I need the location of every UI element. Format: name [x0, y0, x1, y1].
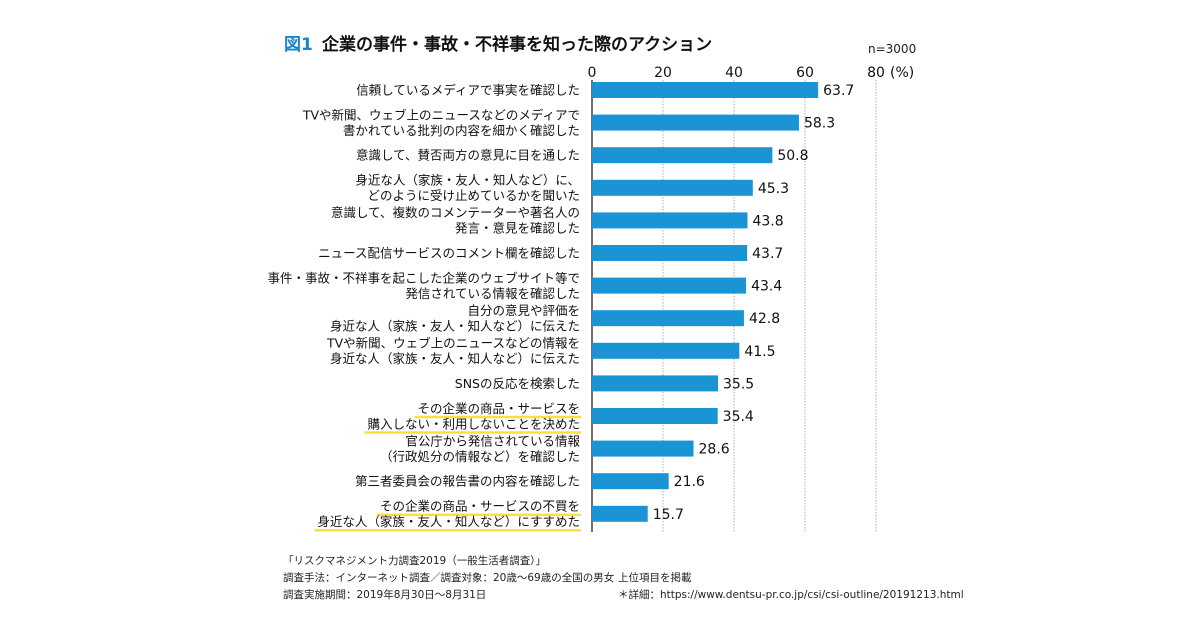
value-label-6: 43.7	[752, 246, 783, 262]
bars	[592, 82, 819, 522]
bar-4	[592, 179, 753, 196]
x-tick-label-0: 0	[588, 65, 597, 81]
category-label-12-2: （行政処分の情報など）を確認した	[380, 449, 580, 464]
value-label-13: 21.6	[674, 474, 705, 490]
labels: 0 20 40 60 80 63.7 信頼しているメディアで事実を確認した 58.3 TVや新聞…	[267, 65, 884, 529]
highlight-underline-11-1	[414, 415, 581, 419]
footer-period: 調査実施期間：2019年8月30日〜8月31日	[283, 589, 487, 601]
category-label-9-2: 身近な人（家族・友人・知人など）に伝えた	[330, 351, 580, 366]
category-label-11-1: その企業の商品・サービスを	[417, 401, 580, 416]
bar-2	[592, 114, 799, 131]
value-label-10: 35.5	[723, 376, 754, 392]
category-label-12-1: 官公庁から発信されている情報	[405, 433, 580, 448]
category-label-14-1: その企業の商品・サービスの不買を	[380, 499, 580, 514]
value-label-7: 43.4	[751, 279, 782, 295]
category-label-7-1: 事件・事故・不祥事を起こした企業のウェブサイト等で	[267, 270, 580, 285]
footer-note: 上位項目を掲載	[618, 572, 692, 584]
category-label-3-1: 意識して、賛否両方の意見に目を通した	[356, 148, 580, 163]
value-label-4: 45.3	[758, 181, 789, 197]
category-label-10-1: SNSの反応を検索した	[455, 376, 580, 391]
x-tick-label-60: 60	[796, 65, 814, 81]
highlight-underlines	[314, 415, 581, 532]
footer-method: 調査手法：インターネット調査／調査対象：20歳〜69歳の全国の男女	[283, 572, 615, 584]
category-label-6-1: ニュース配信サービスのコメント欄を確認した	[318, 246, 580, 261]
bar-7	[592, 277, 747, 294]
figure-label: 図1	[284, 35, 313, 55]
x-tick-label-40: 40	[725, 65, 743, 81]
value-label-12: 28.6	[699, 442, 730, 458]
bar-13	[592, 473, 669, 490]
axis-unit-label: (%)	[890, 65, 914, 81]
category-label-11-2: 購入しない・利用しないことを決めた	[367, 416, 580, 431]
highlight-underline-11-2	[364, 431, 581, 434]
value-label-8: 42.8	[749, 311, 780, 327]
sample-size: n=3000	[868, 42, 917, 56]
value-label-5: 43.8	[752, 213, 783, 229]
value-label-9: 41.5	[744, 344, 775, 360]
category-label-4-1: 身近な人（家族・友人・知人など）に、	[355, 173, 580, 188]
category-label-5-2: 発言・意見を確認した	[455, 221, 580, 236]
category-label-9-1: TVや新聞、ウェブ上のニュースなどの情報を	[326, 336, 580, 351]
category-label-8-1: 自分の意見や評価を	[467, 303, 580, 318]
chart-title: 企業の事件・事故・不祥事を知った際のアクション	[322, 35, 713, 55]
footer-source: 「リスクマネジメント力調査2019（一般生活者調査）」	[283, 555, 546, 567]
category-label-1-1: 信頼しているメディアで事実を確認した	[356, 83, 580, 98]
value-label-14: 15.7	[653, 507, 684, 523]
highlight-underline-14-2	[314, 529, 581, 532]
category-label-7-2: 発信されている情報を確認した	[405, 286, 580, 301]
value-label-11: 35.4	[723, 409, 754, 425]
bar-10	[592, 375, 719, 392]
value-label-1: 63.7	[823, 83, 854, 99]
bar-6	[592, 245, 748, 261]
bar-1	[592, 82, 819, 98]
bar-9	[592, 342, 740, 359]
x-tick-label-20: 20	[654, 65, 672, 81]
category-label-2-2: 書かれている批判の内容を細かく確認した	[343, 123, 580, 138]
highlight-underline-14-1	[377, 513, 581, 517]
category-label-13-1: 第三者委員会の報告書の内容を確認した	[355, 474, 580, 489]
bar-11	[592, 408, 718, 424]
bar-14	[592, 505, 648, 522]
category-label-4-2: どのように受け止めているかを聞いた	[367, 188, 580, 203]
value-label-2: 58.3	[804, 116, 835, 132]
value-label-3: 50.8	[777, 148, 808, 164]
category-label-5-1: 意識して、複数のコメンテーターや著名人の	[331, 205, 580, 220]
category-label-2-1: TVや新聞、ウェブ上のニュースなどのメディアで	[302, 107, 580, 122]
bar-5	[592, 212, 748, 229]
bar-12	[592, 440, 694, 457]
category-label-14-2: 身近な人（家族・友人・知人など）にすすめた	[317, 514, 580, 529]
category-label-8-2: 身近な人（家族・友人・知人など）に伝えた	[330, 318, 580, 333]
x-tick-label-80: 80	[867, 65, 885, 81]
bar-8	[592, 310, 744, 327]
footer-detail: ＊詳細：https://www.dentsu-pr.co.jp/csi/csi-…	[618, 589, 964, 601]
bar-3	[592, 147, 773, 164]
